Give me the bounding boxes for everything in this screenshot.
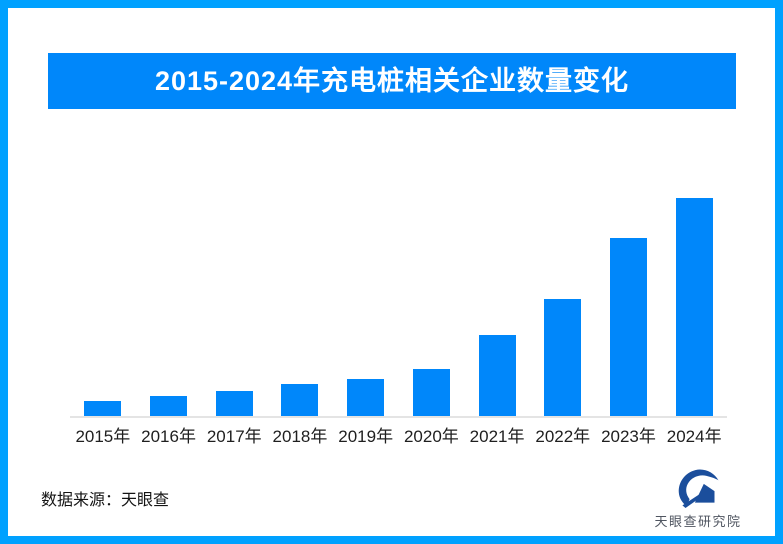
bar-2015年 (84, 401, 122, 416)
brand-logo: 天眼查研究院 (646, 467, 750, 530)
title-banner: 2015-2024年充电桩相关企业数量变化 (48, 53, 736, 109)
bar-slot (267, 198, 333, 416)
bar-slot (201, 198, 267, 416)
x-axis-label: 2020年 (403, 427, 459, 446)
x-axis-label: 2015年 (75, 427, 131, 446)
x-axis-label: 2019年 (338, 427, 394, 446)
x-axis-label: 2022年 (535, 427, 591, 446)
bar-slot (661, 198, 727, 416)
bar-slot (464, 198, 530, 416)
plot-area (70, 198, 727, 418)
bar-2024年 (675, 198, 713, 416)
bar-2019年 (347, 379, 385, 416)
bar-slot (70, 198, 136, 416)
x-axis-label: 2016年 (141, 427, 196, 446)
bar-2022年 (544, 299, 582, 416)
source-note: 数据来源：天眼查 (41, 492, 170, 509)
bar-slot (399, 198, 465, 416)
x-axis-label: 2017年 (206, 427, 262, 446)
bar-2018年 (281, 384, 319, 416)
page-title: 2015-2024年充电桩相关企业数量变化 (154, 66, 630, 96)
tianyancha-logo-icon (678, 469, 719, 508)
bar-2021年 (478, 335, 516, 416)
x-axis-label: 2024年 (666, 427, 722, 446)
x-axis-label: 2021年 (469, 427, 525, 446)
x-axis-label: 2023年 (601, 427, 656, 446)
bar-2023年 (609, 238, 647, 416)
bar-slot (596, 198, 662, 416)
bar-slot (333, 198, 399, 416)
bar-slot (136, 198, 202, 416)
bar-2017年 (215, 391, 253, 416)
bar-2020年 (412, 369, 450, 416)
x-axis-label: 2018年 (272, 427, 328, 446)
bar-2016年 (150, 396, 188, 416)
bar-slot (530, 198, 596, 416)
logo-text: 天眼查研究院 (654, 514, 742, 529)
x-axis-labels: 2015年 2016年 2017年 2018年 2019年 2020年 2021年 2022年… (70, 427, 727, 447)
